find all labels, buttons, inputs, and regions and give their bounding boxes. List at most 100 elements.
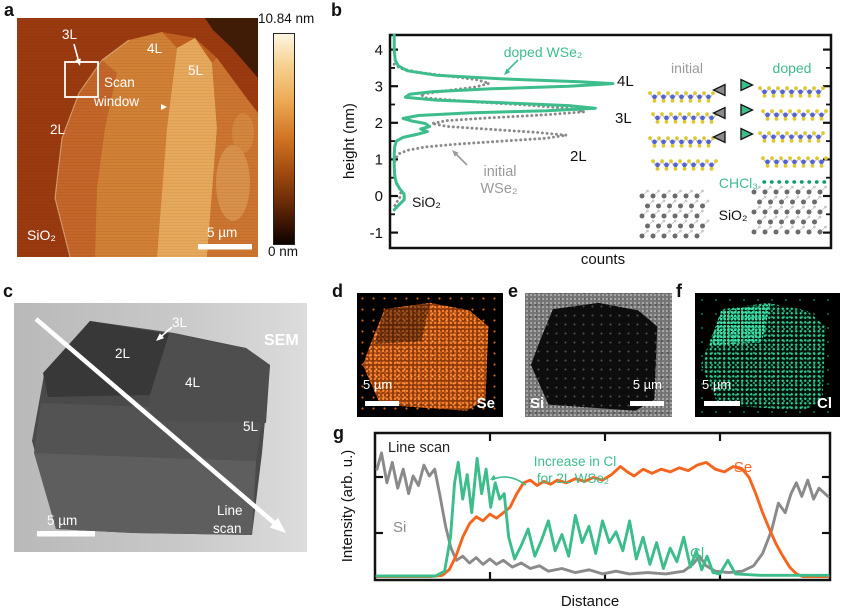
w-atom bbox=[819, 112, 824, 118]
w-atom bbox=[807, 134, 812, 140]
w-atom bbox=[798, 134, 803, 140]
peak-label-2l: 2L bbox=[570, 148, 587, 165]
o-atom bbox=[646, 189, 649, 193]
plot-g-xlabel: Distance bbox=[561, 593, 619, 610]
se-atom bbox=[706, 144, 711, 148]
o-atom bbox=[807, 195, 811, 199]
se-atom bbox=[687, 159, 691, 164]
se-atom bbox=[709, 167, 714, 171]
gray-left-triangle bbox=[711, 130, 726, 144]
se-atom bbox=[758, 86, 762, 90]
w-atom bbox=[789, 89, 794, 95]
w-atom bbox=[762, 89, 767, 95]
se-scalebar bbox=[365, 401, 399, 406]
se-atom bbox=[684, 136, 688, 140]
w-atom bbox=[765, 112, 770, 118]
si-atom bbox=[751, 229, 757, 235]
se-atom bbox=[774, 164, 779, 168]
o-atom bbox=[651, 219, 655, 223]
se-atom bbox=[815, 156, 819, 161]
se-atom bbox=[661, 99, 666, 103]
afm-label-4l: 4L bbox=[147, 41, 163, 56]
se-atom bbox=[696, 112, 700, 116]
si-atom bbox=[779, 199, 784, 205]
cl-annotation-arrow bbox=[491, 476, 527, 486]
afm-scalebar-label: 5 µm bbox=[207, 225, 237, 240]
inset-initial-label: initial bbox=[671, 60, 703, 76]
si-element-label: Si bbox=[530, 395, 545, 412]
o-atom bbox=[668, 229, 671, 233]
se-atom bbox=[794, 86, 798, 90]
o-atom bbox=[651, 199, 655, 203]
si-atom bbox=[795, 209, 801, 215]
o-atom bbox=[679, 229, 682, 233]
se-atom bbox=[682, 167, 687, 171]
afm-image: 3L Scan window 4L 5L 2L SiO₂ 5 µm bbox=[17, 18, 258, 257]
plot-b-ylabel: height (nm) bbox=[341, 103, 358, 179]
se-atom bbox=[762, 139, 767, 143]
peak-label-sio2: SiO₂ bbox=[412, 194, 441, 210]
si-atom bbox=[817, 209, 823, 215]
w-atom bbox=[810, 159, 815, 165]
se-atom bbox=[801, 164, 806, 168]
o-atom bbox=[807, 215, 811, 219]
o-atom bbox=[774, 195, 778, 199]
si-atom bbox=[784, 209, 790, 215]
o-atom bbox=[780, 225, 783, 229]
se-atom bbox=[687, 112, 691, 116]
w-atom bbox=[682, 115, 687, 121]
se-atom bbox=[779, 109, 783, 113]
o-atom bbox=[646, 229, 649, 233]
se-atom bbox=[697, 144, 702, 148]
w-atom bbox=[765, 159, 770, 165]
afm-label-5l: 5L bbox=[188, 63, 204, 78]
se-atom bbox=[771, 94, 776, 98]
se-atom bbox=[660, 159, 664, 164]
afm-label-2l: 2L bbox=[50, 122, 66, 137]
panel-e-letter: e bbox=[508, 281, 519, 301]
height-histogram-plot: 4 3 2 1 0 -1 height (nm) counts doped WSe₂ in… bbox=[341, 33, 833, 268]
se-atom bbox=[815, 109, 819, 113]
se-atom bbox=[696, 159, 700, 164]
se-atom bbox=[798, 139, 803, 143]
sem-label-3l: 3L bbox=[172, 315, 188, 330]
w-atom bbox=[792, 112, 797, 118]
gray-left-triangle bbox=[711, 83, 726, 97]
si-atom bbox=[639, 193, 645, 199]
w-atom bbox=[801, 112, 806, 118]
o-atom bbox=[679, 209, 682, 213]
se-atom bbox=[666, 91, 670, 95]
plot-g-curves bbox=[375, 451, 830, 579]
panel-b-letter: b bbox=[331, 0, 342, 20]
plot-g-ylabel: Intensity (arb. u.) bbox=[340, 450, 356, 563]
o-atom bbox=[785, 215, 789, 219]
w-atom bbox=[789, 134, 794, 140]
sem-terrace-2l bbox=[43, 321, 169, 397]
si-atom bbox=[678, 203, 683, 209]
o-atom bbox=[706, 219, 710, 223]
se-atom bbox=[688, 144, 693, 148]
o-atom bbox=[646, 209, 649, 213]
si-atom bbox=[801, 219, 806, 225]
se-atom bbox=[801, 117, 806, 121]
o-atom bbox=[791, 185, 794, 189]
se-atom bbox=[774, 117, 779, 121]
o-atom bbox=[774, 215, 778, 219]
w-atom bbox=[709, 115, 714, 121]
curve-label-si: Si bbox=[393, 519, 406, 536]
se-atom bbox=[652, 144, 657, 148]
o-atom bbox=[690, 189, 693, 193]
si-atom bbox=[762, 229, 768, 235]
plot-g-frame bbox=[373, 431, 832, 582]
si-atom bbox=[817, 229, 823, 235]
sem-scalebar-label: 5 µm bbox=[47, 513, 77, 528]
sem-3l-arrowhead bbox=[156, 333, 165, 341]
se-atom bbox=[821, 86, 825, 90]
se-atom bbox=[783, 117, 788, 121]
si-atom bbox=[650, 213, 656, 219]
w-atom bbox=[774, 112, 779, 118]
se-atom bbox=[765, 117, 770, 121]
si-atom bbox=[645, 223, 650, 229]
se-atom bbox=[678, 159, 682, 164]
se-atom bbox=[780, 139, 785, 143]
